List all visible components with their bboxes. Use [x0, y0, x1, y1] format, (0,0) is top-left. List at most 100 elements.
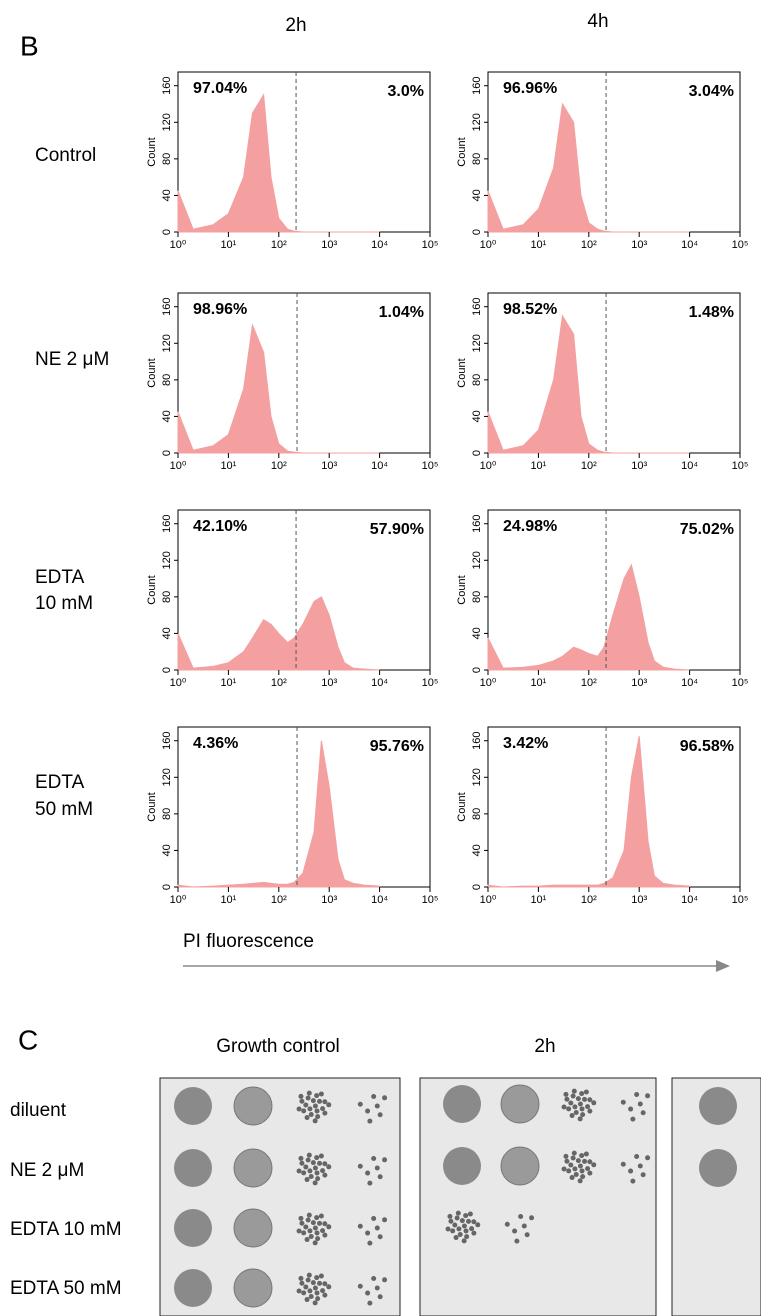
- colony: [573, 1172, 579, 1178]
- colony: [320, 1168, 326, 1174]
- colony: [377, 1234, 383, 1240]
- colony: [303, 1102, 309, 1108]
- y-tick-label: 120: [471, 334, 483, 352]
- colony: [312, 1180, 318, 1186]
- colony: [377, 1294, 383, 1300]
- colony: [308, 1112, 314, 1118]
- colony: [461, 1238, 467, 1244]
- colony: [308, 1294, 314, 1300]
- colony: [570, 1093, 576, 1099]
- colony: [318, 1153, 324, 1159]
- y-tick-label: 80: [161, 808, 173, 820]
- colony: [587, 1170, 593, 1176]
- colony: [570, 1155, 576, 1161]
- colony: [634, 1091, 640, 1097]
- colony: [307, 1288, 313, 1294]
- colony: [563, 1091, 569, 1097]
- colony: [583, 1151, 589, 1157]
- colony: [306, 1090, 312, 1096]
- colony: [377, 1174, 383, 1180]
- colony: [587, 1108, 593, 1114]
- y-tick-label: 160: [161, 732, 173, 750]
- colony: [377, 1112, 383, 1118]
- colony: [365, 1170, 371, 1176]
- colony: [577, 1101, 583, 1107]
- colony: [357, 1283, 363, 1289]
- colony: [457, 1232, 463, 1238]
- column-header: 2h: [285, 15, 306, 36]
- histogram-area: [487, 314, 690, 454]
- x-tick-label: 10⁰: [170, 677, 187, 689]
- colony: [630, 1178, 636, 1184]
- colony: [568, 1100, 574, 1106]
- colony: [322, 1099, 328, 1105]
- colony: [322, 1221, 328, 1227]
- colony: [620, 1161, 626, 1167]
- colony: [448, 1218, 454, 1224]
- colony: [568, 1162, 574, 1168]
- colony: [367, 1180, 373, 1186]
- colony: [312, 1300, 318, 1306]
- colony: [310, 1220, 316, 1226]
- x-tick-label: 10¹: [530, 460, 546, 472]
- colony: [628, 1168, 634, 1174]
- colony: [580, 1112, 586, 1118]
- colony: [314, 1093, 320, 1099]
- y-tick-label: 80: [161, 591, 173, 603]
- x-tick-label: 10⁴: [371, 460, 388, 472]
- x-tick-label: 10⁰: [170, 894, 187, 906]
- colony: [471, 1230, 477, 1236]
- x-tick-label: 10²: [581, 460, 597, 472]
- y-tick-label: 120: [471, 768, 483, 786]
- colony: [634, 1153, 640, 1159]
- colony-spot: [174, 1087, 212, 1125]
- colony: [306, 1152, 312, 1158]
- colony-spot: [699, 1087, 737, 1125]
- colony: [301, 1170, 307, 1176]
- gate-percent: 75.02%: [680, 521, 734, 538]
- colony: [579, 1091, 585, 1097]
- colony: [579, 1153, 585, 1159]
- colony: [322, 1292, 328, 1298]
- gate-percent: 24.98%: [503, 518, 557, 535]
- histogram-area: [177, 323, 380, 454]
- colony: [382, 1095, 388, 1101]
- x-tick-label: 10⁴: [681, 239, 698, 251]
- gate-percent: 96.58%: [680, 738, 734, 755]
- gate-percent: 98.96%: [193, 301, 247, 318]
- gate-percent: 95.76%: [370, 738, 424, 755]
- colony: [518, 1213, 524, 1219]
- y-axis-label: Count: [146, 792, 158, 821]
- y-tick-label: 80: [471, 153, 483, 165]
- colony: [454, 1215, 460, 1221]
- colony: [563, 1153, 569, 1159]
- colony: [374, 1165, 380, 1171]
- x-tick-label: 10³: [321, 239, 337, 251]
- colony: [585, 1166, 591, 1172]
- colony: [371, 1275, 377, 1281]
- y-tick-label: 160: [471, 77, 483, 95]
- colony: [471, 1219, 477, 1225]
- x-tick-label: 10³: [631, 677, 647, 689]
- colony: [310, 1098, 316, 1104]
- colony: [469, 1226, 475, 1232]
- colony: [504, 1221, 510, 1227]
- histogram-area: [177, 93, 380, 233]
- colony: [456, 1226, 462, 1232]
- colony: [308, 1234, 314, 1240]
- colony: [579, 1106, 585, 1112]
- colony: [322, 1161, 328, 1167]
- x-tick-label: 10⁰: [480, 460, 497, 472]
- colony: [572, 1104, 578, 1110]
- x-tick-label: 10³: [631, 460, 647, 472]
- y-tick-label: 80: [471, 591, 483, 603]
- colony: [357, 1101, 363, 1107]
- colony: [367, 1300, 373, 1306]
- colony: [317, 1220, 323, 1226]
- x-tick-label: 10⁴: [371, 894, 388, 906]
- colony: [305, 1277, 311, 1283]
- colony: [305, 1157, 311, 1163]
- colony: [561, 1104, 567, 1110]
- colony: [320, 1106, 326, 1112]
- colony: [322, 1281, 328, 1287]
